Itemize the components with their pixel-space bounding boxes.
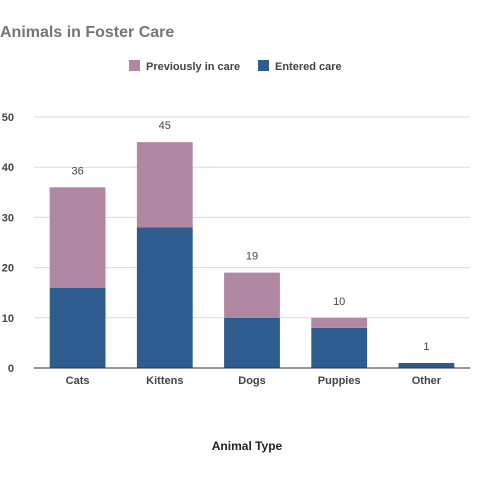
bar-puppies-entered-care <box>311 327 368 368</box>
y-tick-label: 10 <box>2 313 14 325</box>
y-tick-label: 50 <box>2 112 14 124</box>
legend-label-entered-care: Entered care <box>275 61 342 73</box>
x-tick-label-other: Other <box>412 375 442 387</box>
y-tick-label: 20 <box>2 263 14 275</box>
bars <box>49 142 455 368</box>
bar-other-entered-care <box>398 362 455 368</box>
y-axis-ticks: 0 10 20 30 40 50 <box>2 112 14 375</box>
x-tick-label-puppies: Puppies <box>318 375 361 387</box>
gridlines <box>34 116 470 319</box>
bar-total-labels: 36 45 19 10 1 <box>71 120 429 353</box>
x-tick-label-dogs: Dogs <box>238 375 266 387</box>
x-axis-title: Animal Type <box>212 439 283 453</box>
x-tick-label-cats: Cats <box>66 375 90 387</box>
bar-kittens-previously-in-care <box>136 142 193 228</box>
chart-title: Animals in Foster Care <box>0 24 174 41</box>
legend-swatch-entered-care <box>258 60 269 71</box>
bar-puppies-previously-in-care <box>311 317 368 328</box>
bar-dogs-previously-in-care <box>224 272 280 318</box>
legend-swatch-previously-in-care <box>129 60 140 71</box>
legend: Previously in care Entered care <box>129 60 342 73</box>
x-axis-ticks: Cats Kittens Dogs Puppies Other <box>66 375 442 387</box>
y-tick-label: 30 <box>2 212 14 224</box>
total-label-dogs: 19 <box>246 251 258 263</box>
total-label-cats: 36 <box>71 165 83 177</box>
bar-cats-previously-in-care <box>49 187 106 288</box>
x-tick-label-kittens: Kittens <box>146 375 183 387</box>
total-label-kittens: 45 <box>159 120 171 132</box>
bar-cats-entered-care <box>49 287 106 368</box>
total-label-puppies: 10 <box>333 296 345 308</box>
legend-label-previously-in-care: Previously in care <box>146 61 240 73</box>
y-tick-label: 0 <box>8 363 14 375</box>
bar-dogs-entered-care <box>224 317 280 368</box>
y-tick-label: 40 <box>2 162 14 174</box>
bar-kittens-entered-care <box>136 227 193 368</box>
total-label-other: 1 <box>423 341 429 353</box>
